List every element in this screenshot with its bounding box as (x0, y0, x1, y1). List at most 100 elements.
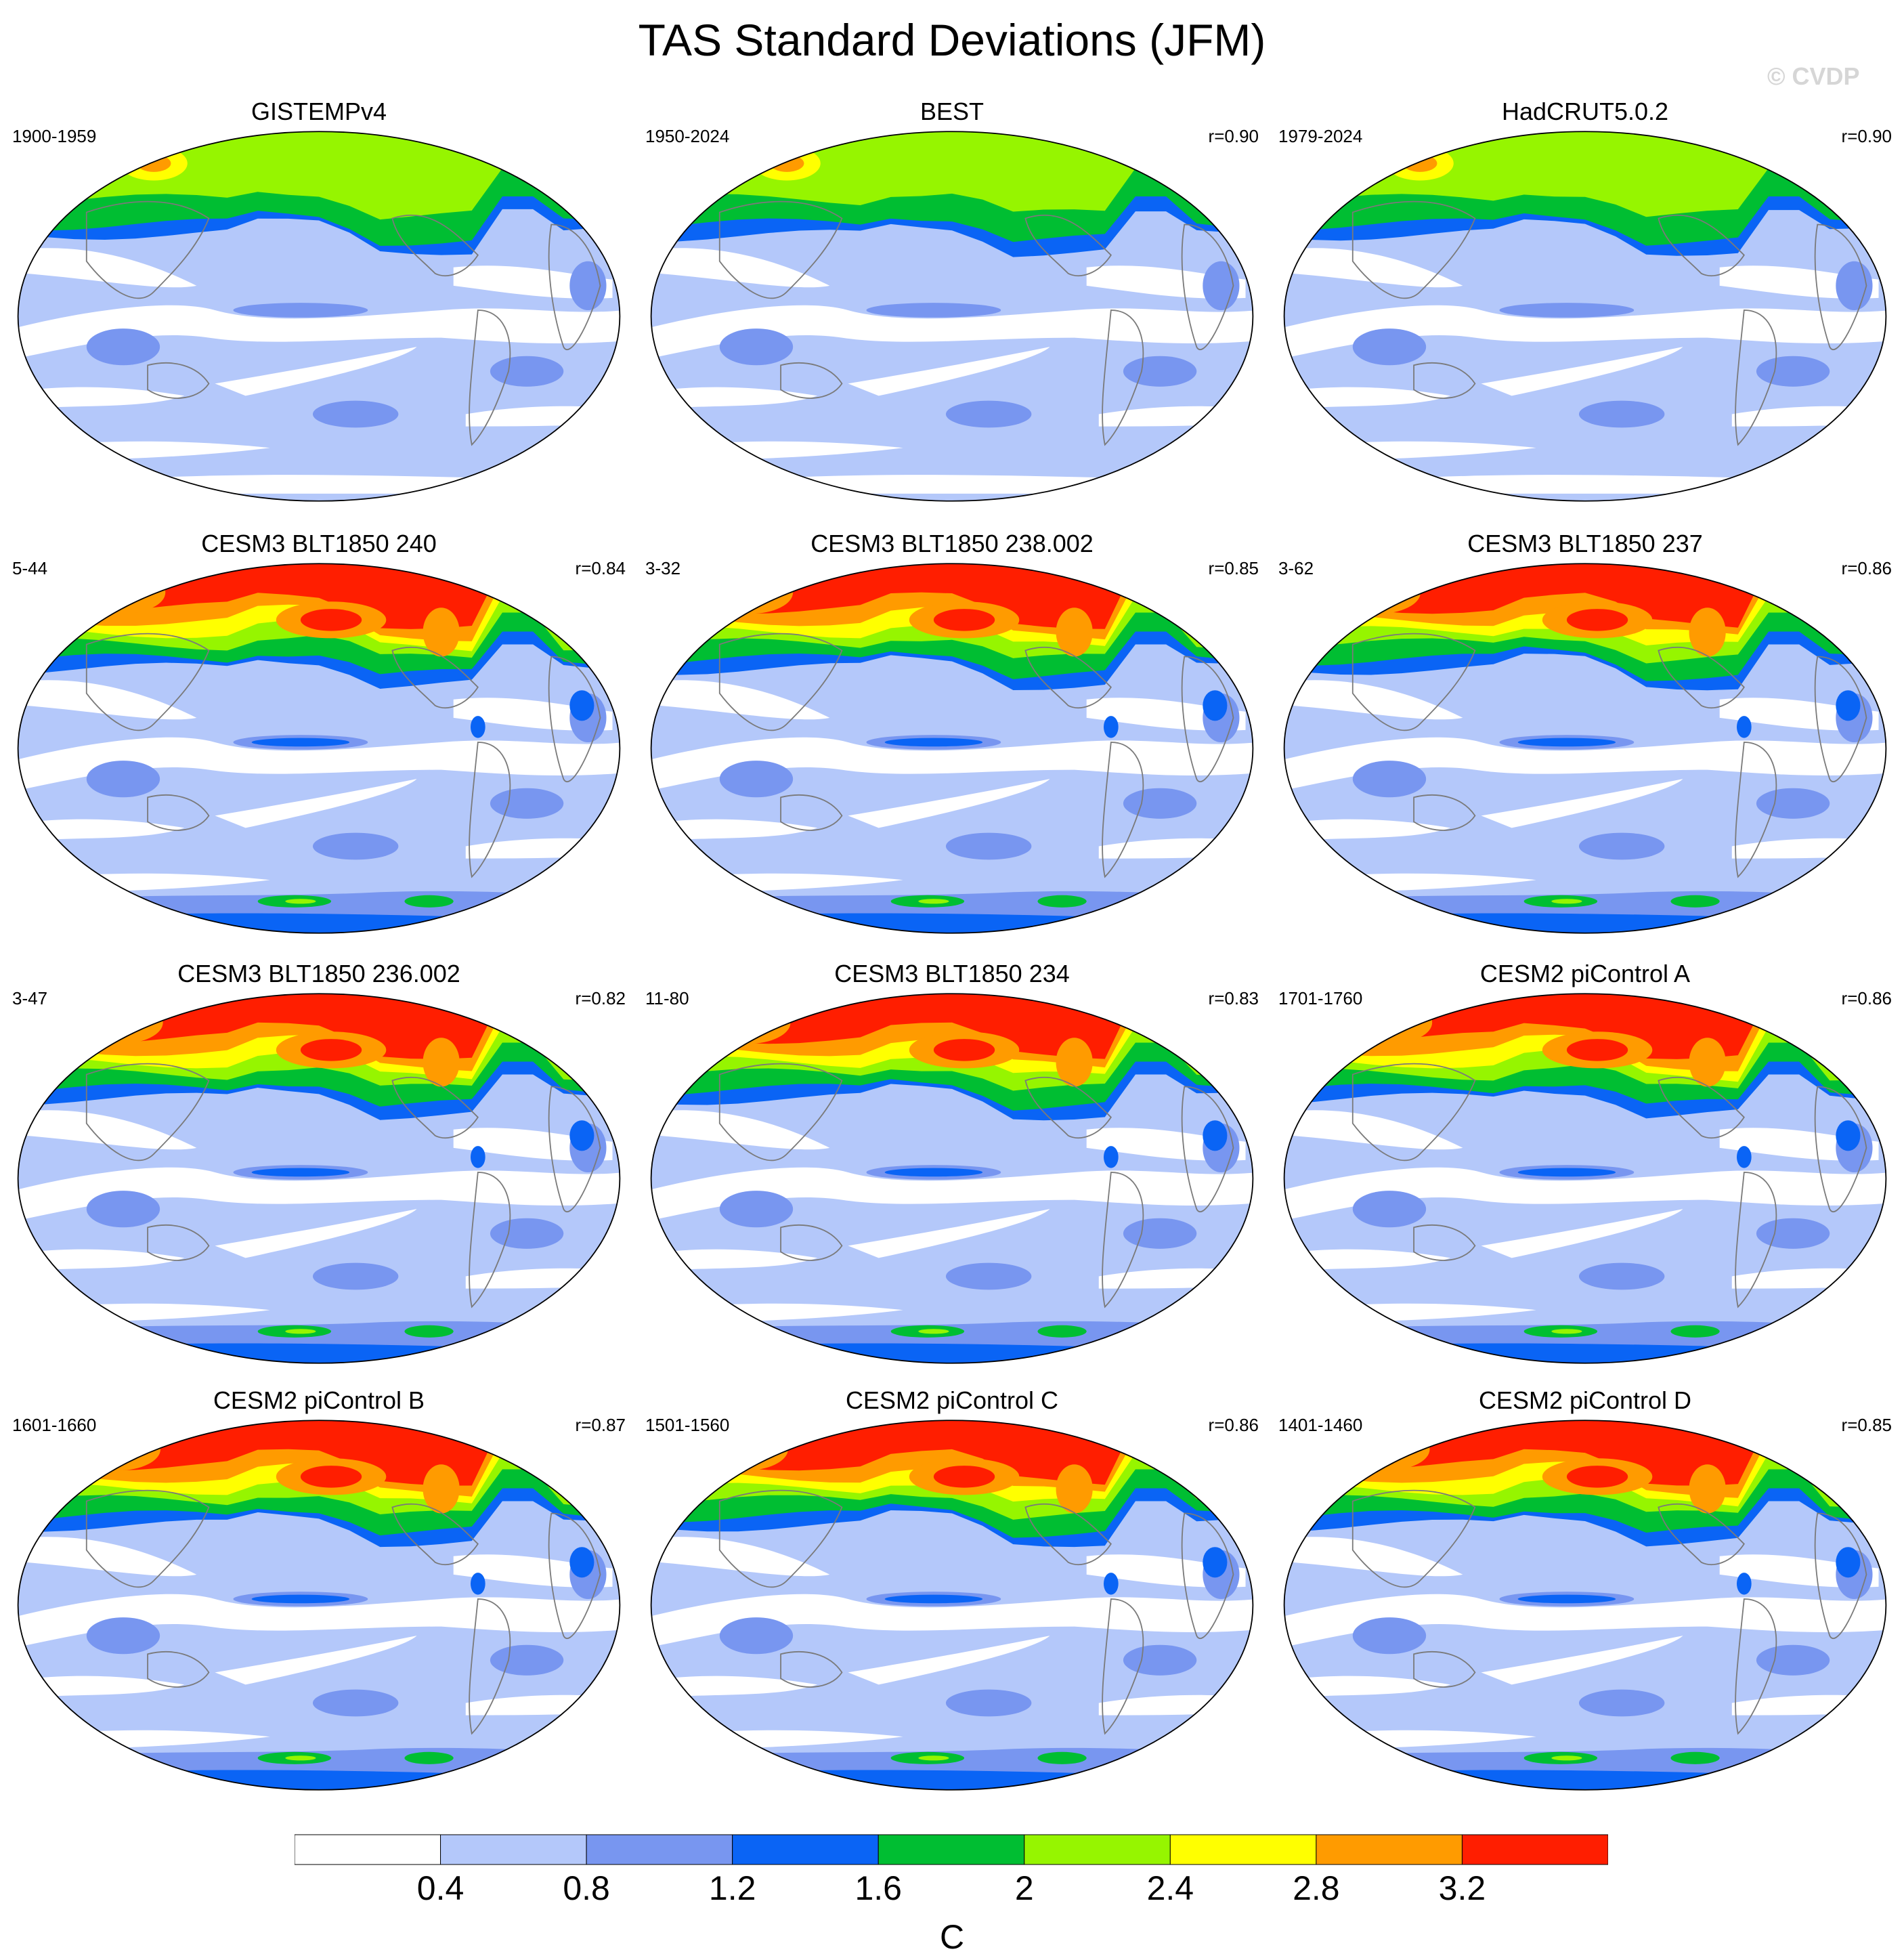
coastline (1102, 1172, 1144, 1308)
coastline (391, 1503, 479, 1565)
coastline (85, 200, 210, 299)
panel-period: 1401-1460 (1278, 1415, 1363, 1435)
low-variance-band (1284, 1594, 1886, 1648)
low-variance-band (18, 1594, 620, 1648)
map-border (17, 1420, 621, 1791)
map-border (1283, 131, 1887, 502)
coastline (1181, 1086, 1234, 1213)
low-variance-band (651, 1167, 1253, 1222)
colorbar-swatch (732, 1834, 879, 1865)
colorbar-tick-label: 2.4 (1146, 1869, 1194, 1907)
coastline (147, 362, 210, 399)
coastline (85, 1063, 210, 1162)
map-border (1283, 993, 1887, 1364)
coastline (1102, 1598, 1144, 1735)
coastline (1024, 1503, 1112, 1565)
equatorial-pacific-feature (233, 303, 368, 318)
robinson-map-panel (1283, 563, 1887, 934)
coastline (1814, 1512, 1867, 1640)
panel-pattern-correlation: r=0.90 (1841, 126, 1892, 146)
coastline (1024, 214, 1112, 276)
coastline (469, 1598, 511, 1735)
panel-title: GISTEMPv4 (251, 98, 387, 125)
coastline (1102, 310, 1144, 446)
robinson-map-panel (650, 993, 1254, 1364)
colorbar-tick-label: 2.8 (1293, 1869, 1340, 1907)
coastline (1735, 1172, 1777, 1308)
map-border (17, 993, 621, 1364)
robinson-map-panel (650, 131, 1254, 502)
colorbar-swatch (1316, 1834, 1463, 1865)
colorbar-swatch (1024, 1834, 1171, 1865)
low-variance-band (18, 737, 620, 792)
panel-title: CESM2 piControl C (845, 1386, 1059, 1414)
panel-title: HadCRUT5.0.2 (1501, 98, 1669, 125)
colorbar-swatch (1461, 1834, 1608, 1865)
coastline (1181, 656, 1234, 783)
map-border (650, 993, 1254, 1364)
colorbar-swatch (586, 1834, 733, 1865)
coastline (548, 1512, 601, 1640)
coastline (1814, 656, 1867, 783)
coastline (1413, 362, 1476, 399)
map-border (650, 563, 1254, 934)
coastline (85, 633, 210, 731)
panel-period: 1701-1760 (1278, 988, 1363, 1008)
robinson-map-panel (17, 563, 621, 934)
coastline (1814, 1086, 1867, 1213)
colorbar-tick-label: 2 (1014, 1869, 1034, 1907)
colorbar-tick-label: 0.8 (563, 1869, 610, 1907)
colorbar-swatch (440, 1834, 587, 1865)
coastline (391, 646, 479, 708)
coastline (1024, 646, 1112, 708)
coastline (1351, 1489, 1476, 1588)
low-variance-band (18, 1167, 620, 1222)
robinson-map-panel (650, 1420, 1254, 1791)
robinson-map-panel (17, 1420, 621, 1791)
panel-pattern-correlation: r=0.86 (1208, 1415, 1259, 1435)
colorbar-swatch (1169, 1834, 1317, 1865)
coastline (780, 1224, 843, 1261)
coastline (1735, 310, 1777, 446)
coastline (469, 310, 511, 446)
coastline (1024, 1076, 1112, 1138)
robinson-map-panel (17, 131, 621, 502)
coastline (1658, 646, 1746, 708)
robinson-map-panel (1283, 993, 1887, 1364)
coastline (1181, 223, 1234, 351)
panel-period: 1501-1560 (645, 1415, 730, 1435)
low-variance-band (651, 305, 1253, 360)
robinson-map-panel (650, 563, 1254, 934)
panel-title: CESM3 BLT1850 238.002 (810, 530, 1094, 557)
low-variance-band (1284, 305, 1886, 360)
coastline (780, 1650, 843, 1688)
colorbar-tick-label: 1.2 (708, 1869, 756, 1907)
map-border (1283, 1420, 1887, 1791)
panel-title: CESM3 BLT1850 236.002 (177, 960, 460, 987)
cvdp-watermark: © CVDP (1767, 62, 1860, 90)
robinson-map-panel (1283, 131, 1887, 502)
coastline (718, 200, 843, 299)
coastline (780, 794, 843, 831)
map-border (650, 131, 1254, 502)
low-variance-band (1284, 1167, 1886, 1222)
map-border (650, 1420, 1254, 1791)
colorbar-units: C (939, 1918, 965, 1956)
panel-period: 11-80 (645, 988, 689, 1008)
coastline (391, 214, 479, 276)
colorbar-swatch (295, 1834, 441, 1865)
panel-period: 5-44 (12, 558, 48, 578)
coastline (718, 1489, 843, 1588)
coastline (718, 633, 843, 731)
panel-pattern-correlation: r=0.85 (1208, 558, 1259, 578)
colorbar (295, 1834, 1608, 1865)
coastline (548, 656, 601, 783)
colorbar-swatch (878, 1834, 1025, 1865)
coastline (1181, 1512, 1234, 1640)
coastline (391, 1076, 479, 1138)
low-variance-band (651, 1594, 1253, 1648)
coastline (85, 1489, 210, 1588)
coastline (548, 1086, 601, 1213)
map-border (1283, 563, 1887, 934)
